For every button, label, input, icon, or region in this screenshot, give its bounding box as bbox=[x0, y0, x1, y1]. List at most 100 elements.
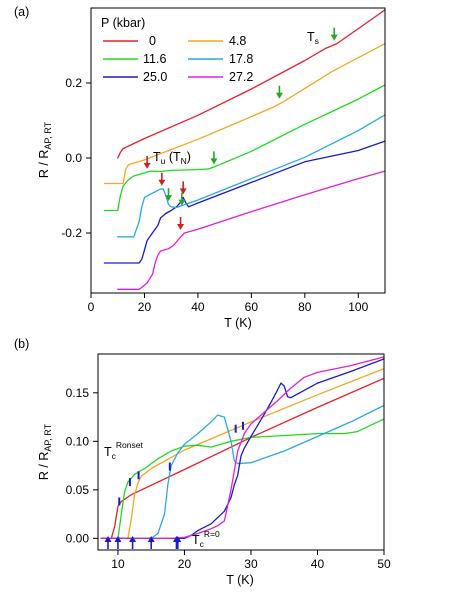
panel-a-ticks: 0 20 40 60 80 100 -0.2 0.0 0.2 bbox=[61, 76, 368, 314]
panel-a-x-tick-label-1: 20 bbox=[138, 300, 152, 314]
annotation-ts-main: T bbox=[307, 30, 315, 44]
panel-b-x-tick-label-4: 50 bbox=[377, 557, 391, 571]
legend-title: P (kbar) bbox=[101, 16, 145, 30]
arrow-head bbox=[104, 536, 112, 542]
panel-a-series-line-4 bbox=[117, 114, 386, 238]
panel-a-arrow-group bbox=[143, 27, 338, 230]
panel-a-marker-arrow-8 bbox=[177, 217, 185, 230]
panel-a-x-tick-label-4: 80 bbox=[298, 300, 312, 314]
panel-a-plot-frame bbox=[90, 7, 386, 294]
panel-b-series-line-4 bbox=[100, 358, 385, 540]
panel-b-y-tick-label-1: 0.05 bbox=[66, 483, 90, 497]
arrow-head bbox=[158, 179, 166, 186]
arrow-head bbox=[143, 162, 151, 169]
panel-a-series-line-2 bbox=[103, 84, 386, 212]
annotation-tu-main: T bbox=[153, 150, 161, 164]
panel-a-x-tick-label-3: 60 bbox=[245, 300, 259, 314]
panel-a-marker-arrow-3 bbox=[165, 188, 173, 202]
panel-b-x-tick-label-3: 40 bbox=[311, 557, 325, 571]
panel-a-y-axis-title-sub: AP, RT bbox=[43, 121, 53, 149]
legend-label-3: 25.0 bbox=[143, 70, 167, 84]
annotation-tc-ronset-sup: Ronset bbox=[116, 440, 144, 450]
arrow-head bbox=[177, 224, 185, 230]
annotation-tu-tn: Tu (TN) bbox=[153, 150, 191, 166]
panel-a-y-tick-label-0: -0.2 bbox=[61, 226, 82, 240]
tc-zero-arrow-3 bbox=[147, 536, 155, 549]
annotation-tc-ronset-sub: c bbox=[112, 451, 117, 461]
tc-zero-arrow-5 bbox=[174, 536, 182, 549]
tc-zero-arrow-2 bbox=[129, 536, 137, 549]
panel-a-marker-arrow-2 bbox=[210, 151, 218, 165]
panel-a-marker-arrow-0 bbox=[330, 27, 338, 41]
panel-b-y-tick-label-0: 0.00 bbox=[66, 531, 90, 545]
legend-label-2: 11.6 bbox=[143, 52, 166, 66]
panel-a-marker-arrow-4 bbox=[178, 192, 186, 206]
panel-b-x-axis-title: T (K) bbox=[226, 573, 254, 587]
panel-a-x-axis-title: T (K) bbox=[224, 316, 252, 330]
annotation-ts: Ts bbox=[307, 30, 319, 46]
tc-zero-arrow-0 bbox=[104, 536, 112, 549]
arrow-head bbox=[179, 188, 187, 195]
panel-b-series-group bbox=[100, 356, 385, 540]
arrow-head bbox=[210, 158, 218, 165]
panel-a-marker-arrow-7 bbox=[179, 181, 187, 195]
panel-a-marker-arrow-1 bbox=[275, 85, 283, 99]
panel-a: (a) 0 20 40 60 80 100 -0.2 0.0 0.2 T (K) R / RAP… bbox=[14, 5, 386, 330]
panel-a-y-axis-title: R / RAP, RT bbox=[37, 121, 53, 178]
panel-b-x-tick-label-2: 30 bbox=[244, 557, 258, 571]
arrow-head bbox=[275, 92, 283, 99]
panel-b-plot-frame bbox=[97, 353, 385, 551]
panel-a-legend: P (kbar) 0 4.8 11.6 17.8 25.0 27.2 bbox=[101, 16, 253, 84]
annotation-tn-sub: N bbox=[181, 156, 187, 166]
panel-a-marker-arrow-6 bbox=[158, 172, 166, 186]
panel-a-y-tick-label-2: 0.2 bbox=[65, 76, 82, 90]
legend-label-5: 27.2 bbox=[229, 70, 253, 84]
annotation-tc-ronset-main: T bbox=[104, 445, 112, 459]
panel-a-series-line-1 bbox=[103, 42, 386, 185]
panel-b-series-line-1 bbox=[100, 367, 385, 540]
panel-b-series-line-0 bbox=[100, 377, 385, 540]
panel-a-y-axis-title-main: R / R bbox=[37, 150, 51, 178]
panel-a-marker-arrow-5 bbox=[143, 155, 151, 169]
panel-a-series-line-3 bbox=[103, 140, 386, 264]
panel-b-marks-group bbox=[104, 421, 244, 549]
panel-a-x-tick-label-0: 0 bbox=[88, 300, 95, 314]
legend-label-1: 4.8 bbox=[229, 34, 246, 48]
annotation-ts-sub: s bbox=[315, 36, 319, 46]
annotation-tu-tail: (T bbox=[165, 150, 181, 164]
panel-b-ticks: 10 20 30 40 50 0.00 0.05 0.10 0.15 bbox=[66, 386, 391, 571]
panel-b-series-line-2 bbox=[100, 418, 385, 540]
panel-b-y-tick-label-3: 0.15 bbox=[66, 386, 90, 400]
panel-b-y-axis-title: R / RAP, RT bbox=[37, 423, 53, 480]
legend-label-0: 0 bbox=[149, 34, 156, 48]
annotation-tc-r0-sup: R=0 bbox=[204, 529, 220, 539]
panel-b-label: (b) bbox=[14, 337, 29, 351]
arrow-head bbox=[147, 536, 155, 542]
arrow-head bbox=[114, 536, 122, 542]
annotation-tc-r0: TcR=0 bbox=[192, 529, 220, 549]
panel-b-y-axis-title-sub: AP, RT bbox=[43, 423, 53, 451]
panel-a-series-line-5 bbox=[117, 170, 386, 290]
panel-b-series-line-3 bbox=[100, 404, 385, 540]
panel-b-y-axis-title-main: R / R bbox=[37, 452, 51, 480]
panel-a-series-group bbox=[103, 9, 386, 290]
arrow-head bbox=[165, 195, 173, 202]
panel-b-series-line-5 bbox=[100, 356, 385, 540]
arrow-head bbox=[178, 199, 186, 206]
panel-b: (b) 10 20 30 40 50 0.00 0.05 0.10 0.15 T (K) R /… bbox=[14, 337, 391, 587]
panel-a-y-tick-label-1: 0.0 bbox=[65, 151, 82, 165]
arrow-head bbox=[129, 536, 137, 542]
annotation-tu-sub: u bbox=[161, 156, 166, 166]
annotation-tc-r0-sub: c bbox=[200, 539, 205, 549]
annotation-tc-r0-main: T bbox=[192, 533, 200, 547]
panel-a-series-line-0 bbox=[117, 9, 386, 159]
panel-b-y-tick-label-2: 0.10 bbox=[66, 434, 90, 448]
tc-zero-arrow-1 bbox=[114, 536, 122, 549]
panel-b-x-tick-label-0: 10 bbox=[111, 557, 125, 571]
arrow-head bbox=[174, 536, 182, 542]
panel-a-x-tick-label-5: 100 bbox=[348, 300, 368, 314]
annotation-tc-ronset: TcRonset bbox=[104, 440, 143, 461]
legend-label-4: 17.8 bbox=[229, 52, 253, 66]
annotation-tu-close: ) bbox=[187, 150, 191, 164]
